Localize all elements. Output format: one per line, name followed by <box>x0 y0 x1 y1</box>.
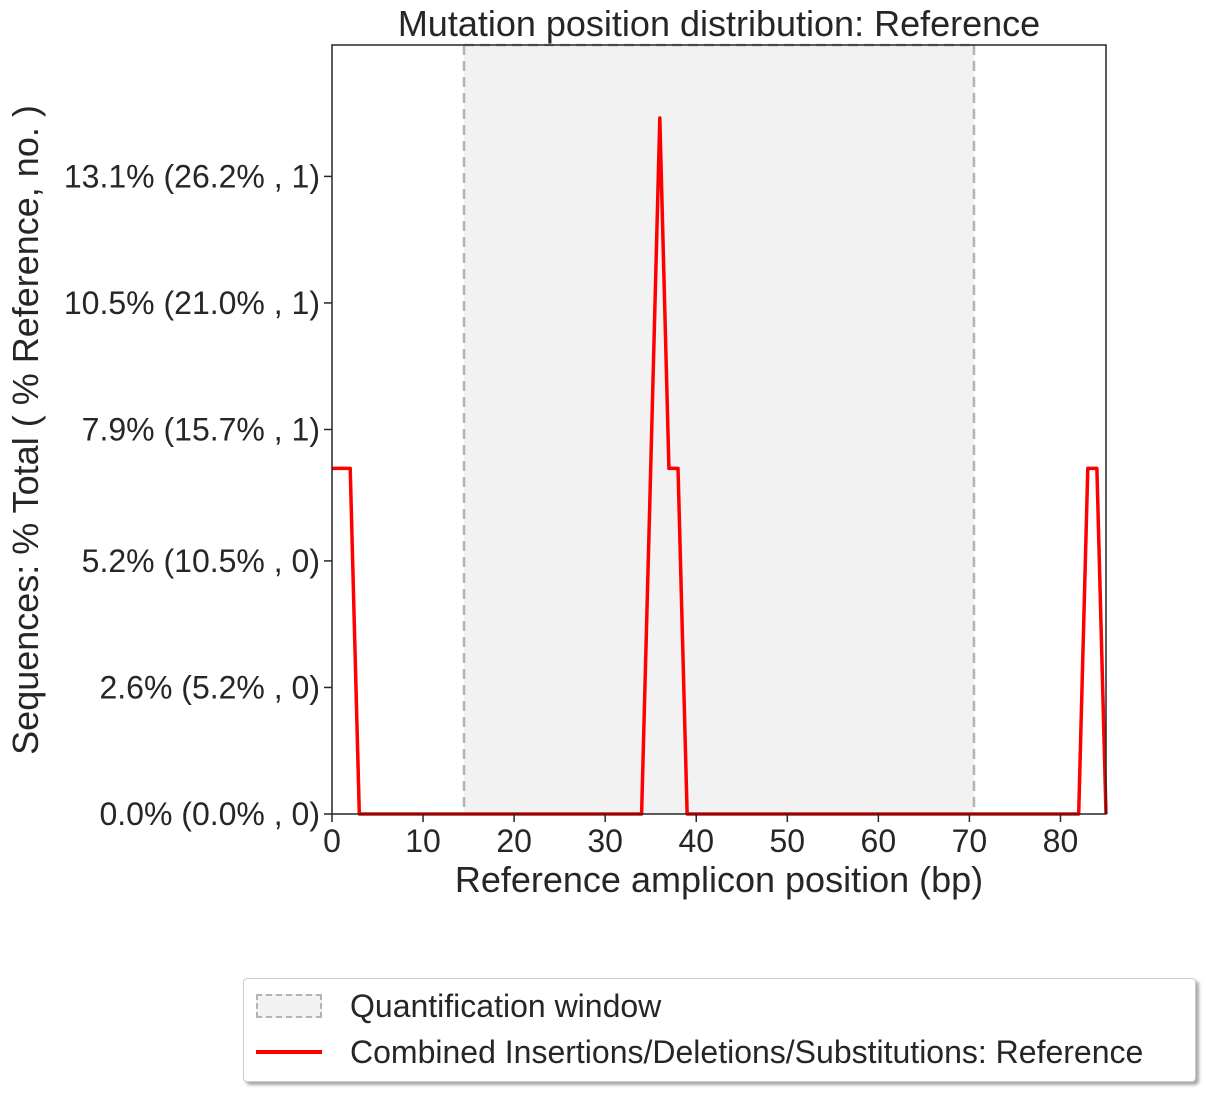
y-tick-label: 10.5% (21.0% , 1) <box>64 285 320 321</box>
x-tick-label: 30 <box>587 823 623 859</box>
chart-title: Mutation position distribution: Referenc… <box>398 3 1040 44</box>
y-axis-label: Sequences: % Total ( % Reference, no. ) <box>5 105 46 755</box>
y-tick-label: 13.1% (26.2% , 1) <box>64 158 320 194</box>
y-tick-label: 2.6% (5.2% , 0) <box>99 669 320 705</box>
legend-item-quantification-window: Quantification window <box>244 983 1195 1029</box>
x-tick-label: 60 <box>861 823 897 859</box>
quantification-window-swatch <box>256 994 322 1018</box>
plot-area <box>332 43 1108 816</box>
x-tick-label: 0 <box>323 823 341 859</box>
axes: 0 10 20 30 40 50 60 70 80 0.0% (0.0% , 0) 2.6% (5.… <box>64 44 1107 859</box>
x-tick-label: 20 <box>496 823 532 859</box>
legend-label: Quantification window <box>350 987 662 1024</box>
legend: Quantification window Combined Insertion… <box>243 978 1196 1082</box>
x-tick-label: 80 <box>1043 823 1079 859</box>
series-line-swatch <box>256 1050 322 1054</box>
x-tick-label: 50 <box>769 823 805 859</box>
y-tick-label: 7.9% (15.7% , 1) <box>82 412 320 448</box>
x-tick-label: 10 <box>405 823 441 859</box>
x-tick-label: 40 <box>678 823 714 859</box>
y-tick-label: 0.0% (0.0% , 0) <box>99 796 320 832</box>
x-axis-label: Reference amplicon position (bp) <box>455 859 983 900</box>
quantification-window <box>464 45 974 814</box>
y-tick-label: 5.2% (10.5% , 0) <box>82 543 320 579</box>
legend-label: Combined Insertions/Deletions/Substituti… <box>350 1033 1144 1070</box>
x-tick-label: 70 <box>952 823 988 859</box>
legend-item-combined-series: Combined Insertions/Deletions/Substituti… <box>244 1029 1195 1075</box>
